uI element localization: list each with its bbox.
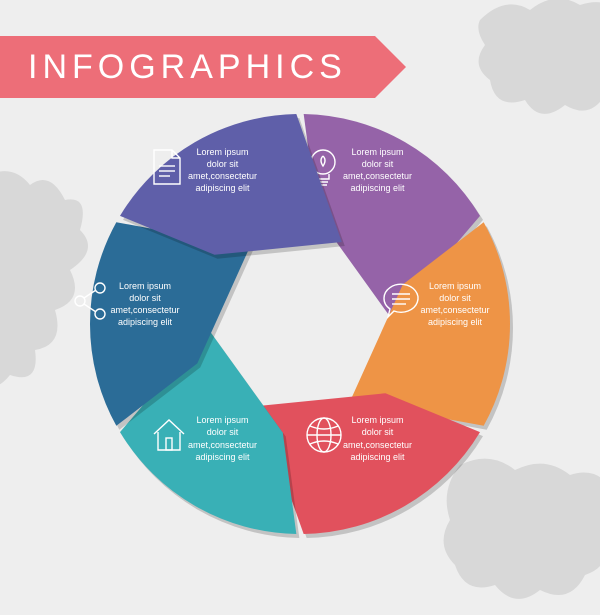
chart-segment: Lorem ipsum dolor sit amet,consectetur a… bbox=[80, 104, 520, 544]
page-title: INFOGRAPHICS bbox=[28, 48, 347, 87]
segment-content: Lorem ipsum dolor sit amet,consectetur a… bbox=[148, 146, 298, 201]
aperture-chart: Lorem ipsum dolor sit amet,consectetur a… bbox=[80, 104, 520, 544]
title-banner: INFOGRAPHICS bbox=[0, 36, 375, 98]
